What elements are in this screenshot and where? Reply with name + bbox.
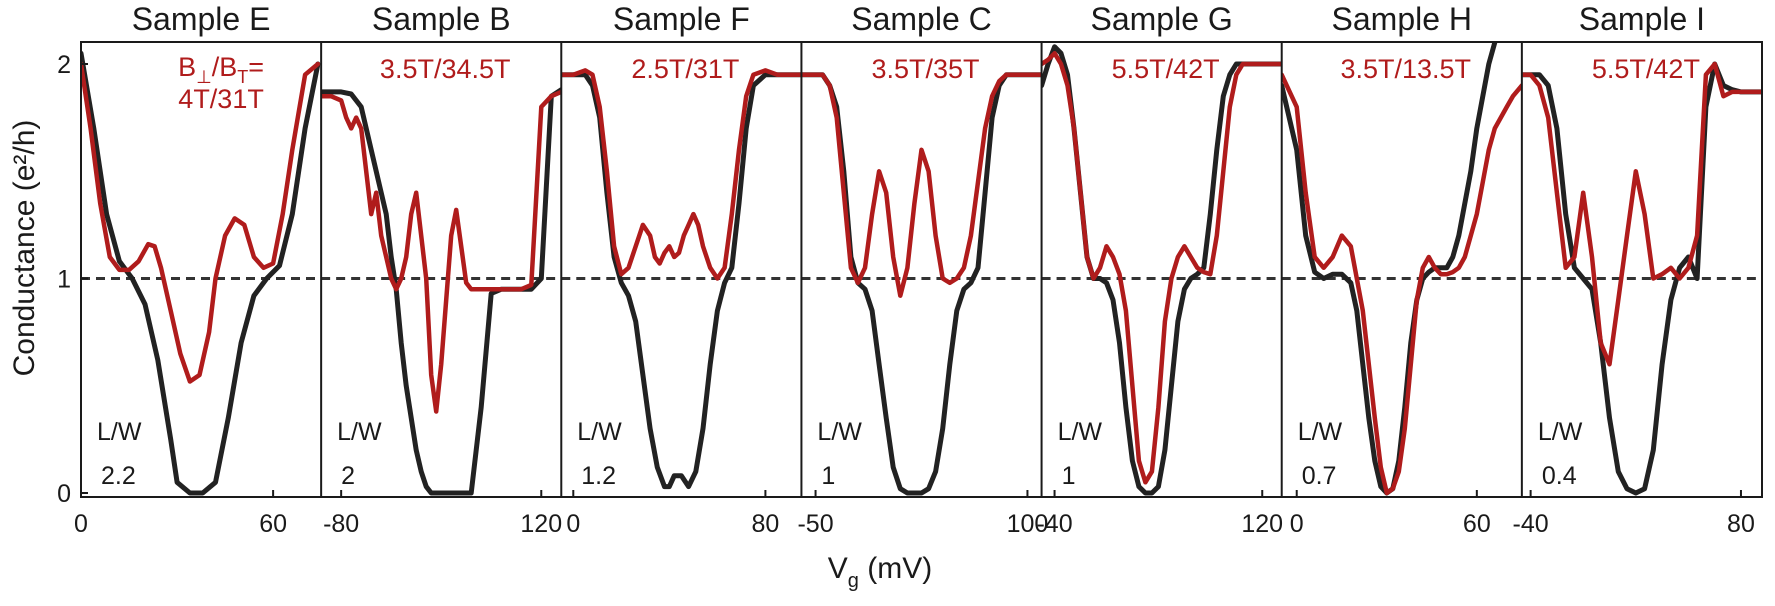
- lw-value: 1.2: [581, 462, 616, 490]
- field-header-text: /B: [212, 52, 238, 82]
- panel-title: Sample H: [1332, 1, 1473, 37]
- panel-sample-f: Sample F 2.5T/31T L/W 1.20 80: [560, 1, 802, 538]
- series-line-high-field: [1041, 51, 1282, 485]
- curves: [1041, 44, 1282, 496]
- series-line-high-field: [81, 61, 321, 384]
- x-tick-label: -40: [1036, 510, 1072, 538]
- panel-field-label: 4T/31T: [178, 84, 264, 114]
- lw-label: L/W: [1298, 418, 1343, 446]
- curves: [1281, 42, 1522, 496]
- y-tick-label: 1: [57, 266, 71, 294]
- curves: [321, 87, 562, 496]
- x-axis-label-subscript: g: [848, 570, 859, 592]
- x-tick-label: 0: [74, 510, 88, 538]
- lw-label: L/W: [1538, 418, 1583, 446]
- series-line-high-field: [801, 72, 1042, 298]
- x-tick-label: 60: [259, 510, 287, 538]
- curves: [1521, 61, 1763, 496]
- curves: [81, 50, 321, 496]
- x-tick-label: 120: [520, 510, 562, 538]
- curves: [561, 68, 802, 490]
- y-tick-label: 2: [57, 51, 71, 79]
- panel-field-label: 5.5T/42T: [1592, 54, 1700, 84]
- lw-value: 2.2: [101, 462, 136, 490]
- panel-field-label: 3.5T/13.5T: [1340, 54, 1471, 84]
- curves: [801, 72, 1042, 496]
- panel-sample-b: Sample B 3.5T/34.5T L/W 2 -80 120: [320, 1, 562, 538]
- x-tick-label: 80: [1727, 510, 1755, 538]
- panel-sample-c: Sample C 3.5T/35T L/W 1 -50 100: [797, 1, 1048, 538]
- y-tick-label: 0: [57, 480, 71, 508]
- lw-value: 0.7: [1302, 462, 1337, 490]
- panel-sample-i: Sample I 5.5T/42T L/W 0.4 -40 80: [1513, 1, 1763, 538]
- panel-field-label: 3.5T/34.5T: [380, 54, 511, 84]
- series-line-high-field: [1281, 72, 1522, 496]
- series-line-high-field: [321, 89, 562, 414]
- lw-label: L/W: [1058, 418, 1103, 446]
- field-header-subscript: ⊥: [196, 67, 212, 87]
- field-header: B⊥​/BT​=: [178, 52, 264, 87]
- panel-sample-g: Sample G 5.5T/42T L/W 1 -40 120: [1036, 1, 1283, 538]
- lw-label: L/W: [97, 418, 142, 446]
- lw-value: 1: [821, 462, 835, 490]
- panel-field-label: 3.5T/35T: [871, 54, 979, 84]
- x-axis-label: Vg (mV): [828, 552, 932, 592]
- series-line-high-field: [561, 68, 802, 281]
- panel-title: Sample B: [372, 1, 511, 37]
- x-tick-label: -40: [1513, 510, 1549, 538]
- panel-field-label: 2.5T/31T: [631, 54, 739, 84]
- x-tick-label: 60: [1463, 510, 1491, 538]
- panel-title: Sample E: [132, 1, 271, 37]
- lw-label: L/W: [337, 418, 382, 446]
- panel-title: Sample F: [613, 1, 750, 37]
- x-axis-label-main: V: [828, 552, 848, 585]
- panel-title: Sample G: [1091, 1, 1233, 37]
- lw-value: 1: [1062, 462, 1076, 490]
- lw-label: L/W: [817, 418, 862, 446]
- x-tick-label: -50: [797, 510, 833, 538]
- x-tick-label: 100: [1007, 510, 1049, 538]
- x-axis-label-unit: (mV): [859, 552, 932, 585]
- panel-field-label: 5.5T/42T: [1112, 54, 1220, 84]
- series-line-high-field: [1521, 61, 1763, 367]
- panel-sample-h: Sample H 3.5T/13.5T L/W 0.7 0 60: [1280, 1, 1522, 538]
- plot-frame: [80, 41, 1763, 498]
- panel-title: Sample I: [1579, 1, 1705, 37]
- series-line-low-field: [81, 50, 321, 496]
- x-tick-label: 0: [1290, 510, 1304, 538]
- panel-title: Sample C: [851, 1, 992, 37]
- field-header-subscript: T: [237, 67, 248, 87]
- lw-label: L/W: [577, 418, 622, 446]
- field-header-text: =: [248, 52, 264, 82]
- x-tick-label: 80: [752, 510, 780, 538]
- field-header-text: B: [178, 52, 196, 82]
- y-axis-label: Conductance (e²/h): [8, 120, 41, 377]
- x-tick-label: 0: [566, 510, 580, 538]
- lw-value: 0.4: [1542, 462, 1577, 490]
- x-tick-label: 120: [1241, 510, 1283, 538]
- lw-value: 2: [341, 462, 355, 490]
- x-tick-label: -80: [323, 510, 359, 538]
